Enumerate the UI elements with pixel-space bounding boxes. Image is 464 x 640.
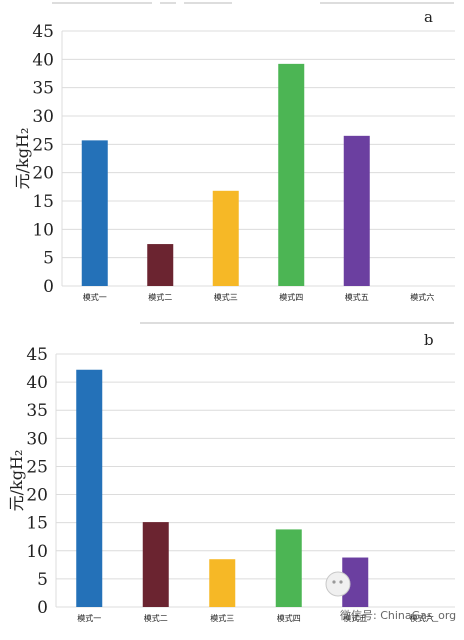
- watermark: 微信号: ChinaGas_org: [325, 571, 456, 622]
- chart-panel-b: 0 5 10 15 20 25 30 35 40 45 b 元/kgH₂ 模式一 模式二 模式三 模式四 模式五…: [7, 331, 455, 623]
- y-tick-label: 40: [32, 50, 54, 70]
- watermark-text: 微信号: ChinaGas_org: [340, 608, 456, 622]
- bar-4: [275, 529, 302, 607]
- y-tick-label: 5: [37, 570, 48, 590]
- bar-2: [147, 244, 174, 286]
- y-tick-label: 35: [26, 401, 48, 421]
- x-category-label: 模式二: [148, 292, 172, 302]
- chart-panel-a: 0 5 10 15 20 25 30 35 40 45 a 元/kgH₂ 模式一 模式二 模式三 模式四 模式五…: [13, 8, 455, 302]
- y-tick-label: 20: [26, 486, 48, 506]
- x-category-label: 模式六: [410, 613, 434, 623]
- y-axis-label: 元/kgH₂: [13, 128, 32, 190]
- wechat-logo-icon: [325, 571, 351, 597]
- y-tick-label: 20: [32, 164, 54, 184]
- bar-3: [212, 190, 239, 286]
- x-category-label: 模式四: [279, 292, 303, 302]
- y-tick-label: 45: [26, 345, 48, 365]
- bar-3: [209, 559, 236, 607]
- x-category-label: 模式二: [144, 613, 168, 623]
- x-category-label: 模式六: [410, 292, 434, 302]
- bar-1: [81, 140, 108, 286]
- y-tick-label: 15: [26, 514, 48, 534]
- x-category-label: 模式三: [210, 613, 234, 623]
- y-tick-label: 10: [26, 542, 48, 562]
- y-tick-label: 35: [32, 79, 54, 99]
- x-category-label: 模式五: [343, 613, 367, 623]
- y-tick-label: 40: [26, 373, 48, 393]
- y-tick-label: 30: [26, 429, 48, 449]
- bar-5: [343, 135, 370, 286]
- y-tick-label: 15: [32, 192, 54, 212]
- x-category-label: 模式三: [214, 292, 238, 302]
- bar-1: [76, 369, 103, 607]
- y-axis-label: 元/kgH₂: [7, 450, 26, 512]
- bar-4: [278, 63, 305, 286]
- y-tick-label: 0: [43, 277, 54, 297]
- panel-label: b: [424, 331, 434, 349]
- y-tick-label: 5: [43, 249, 54, 269]
- y-tick-label: 25: [26, 457, 48, 477]
- x-category-label: 模式一: [77, 613, 101, 623]
- y-tick-label: 10: [32, 220, 54, 240]
- y-tick-label: 45: [32, 22, 54, 42]
- x-category-label: 模式四: [277, 613, 301, 623]
- bar-2: [142, 522, 169, 607]
- y-tick-label: 0: [37, 598, 48, 618]
- y-tick-label: 30: [32, 107, 54, 127]
- y-tick-label: 25: [32, 135, 54, 155]
- x-category-label: 模式一: [83, 292, 107, 302]
- panel-label: a: [424, 8, 433, 26]
- x-category-label: 模式五: [345, 292, 369, 302]
